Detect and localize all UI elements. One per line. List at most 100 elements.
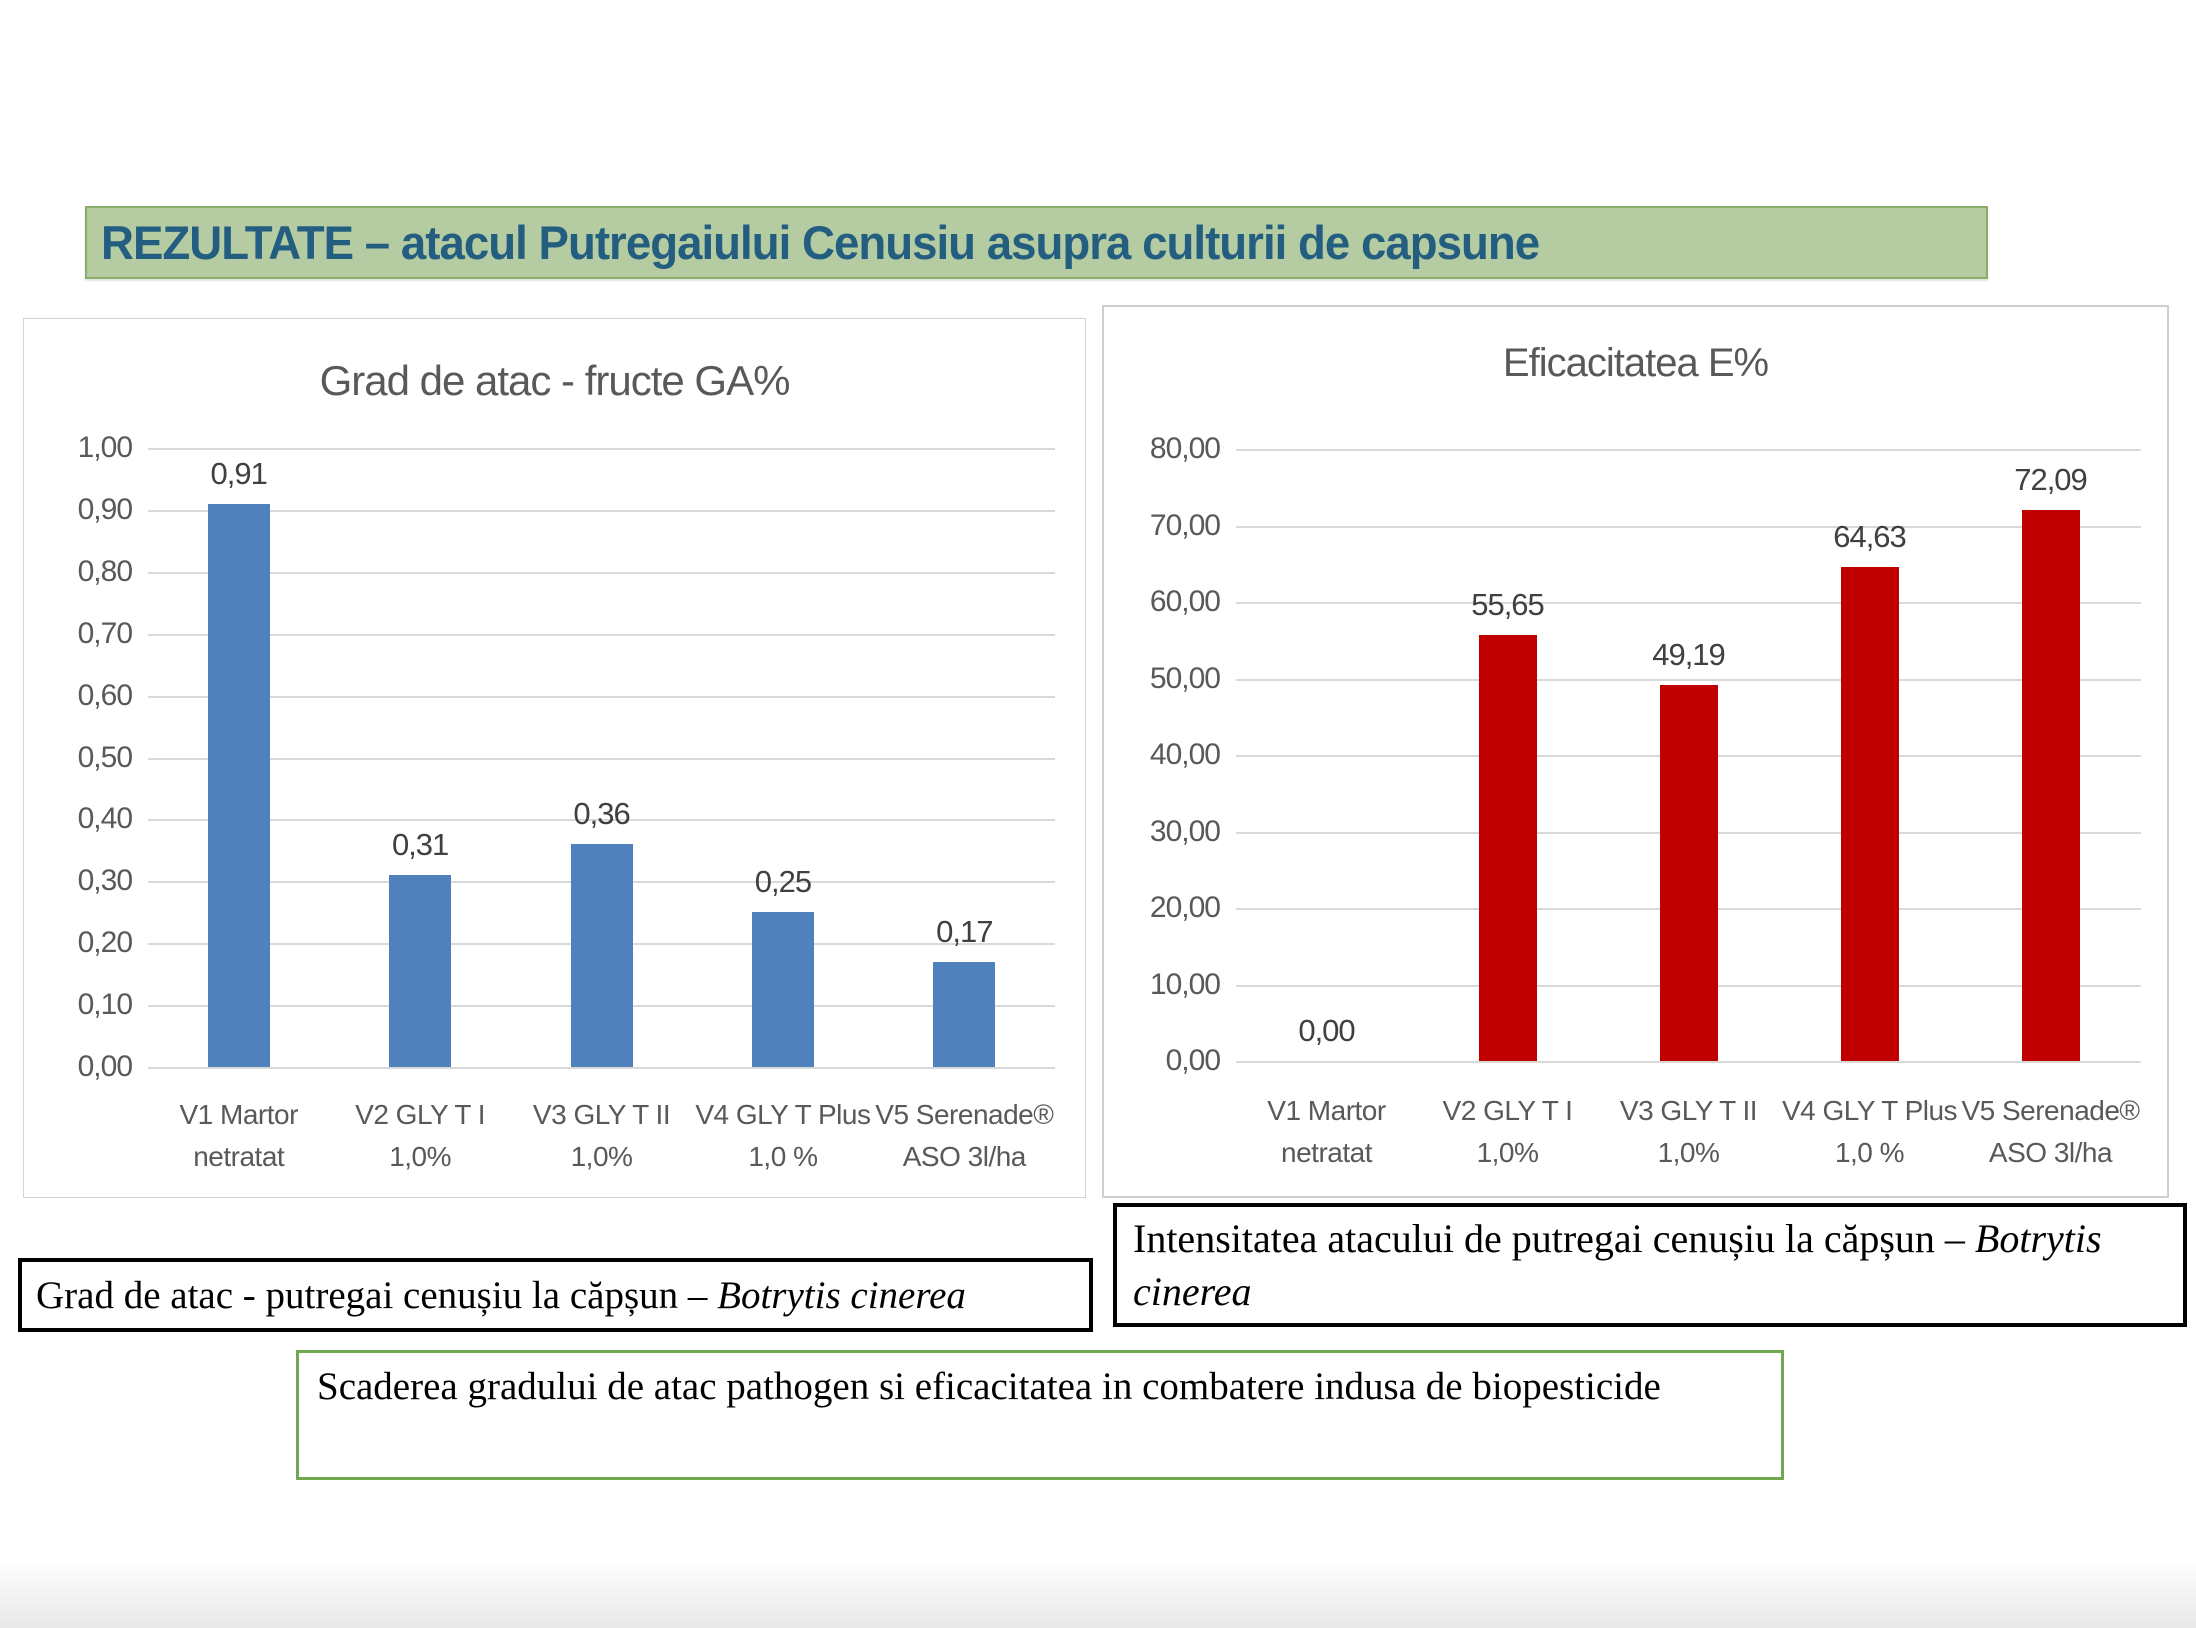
- bar-column: 72,09: [1960, 449, 2141, 1061]
- category-label: V3 GLY T II 1,0%: [511, 1094, 692, 1178]
- y-tick-label: 0,70: [77, 616, 133, 650]
- gridline: [148, 448, 1055, 450]
- bar-value-label: 0,31: [391, 827, 449, 863]
- caption-left-box: Grad de atac - putregai cenușiu la căpșu…: [18, 1258, 1093, 1332]
- category-label-line: netratat: [193, 1141, 285, 1172]
- bar-value-label: 49,19: [1652, 636, 1726, 672]
- y-tick-label: 0,30: [77, 864, 133, 898]
- bar-column: 0,17: [874, 448, 1055, 1067]
- category-label-line: 1,0 %: [748, 1141, 818, 1172]
- bar-value-label: 55,65: [1471, 587, 1545, 623]
- y-axis: 80,00 70,00 60,00 50,00 40,00 30,00 20,00 10,00…: [1118, 432, 1236, 1077]
- category-label-line: 1,0 %: [1834, 1137, 1905, 1168]
- y-tick-label: 0,00: [1165, 1044, 1221, 1077]
- bar-column: 64,63: [1779, 449, 1960, 1061]
- y-tick-label: 0,10: [77, 988, 133, 1022]
- caption-text-italic: Botrytis cinerea: [717, 1273, 966, 1317]
- category-label-line: V4 GLY T Plus: [695, 1099, 871, 1130]
- chart-eficacitatea: Eficacitatea E% 80,00 70,00 60,00 50,00 40,0…: [1102, 305, 2169, 1198]
- category-label-line: V3 GLY T II 1,0%: [1619, 1095, 1758, 1168]
- category-label-line: V2 GLY T I 1,0%: [355, 1099, 486, 1172]
- x-axis-labels: V1 Martor netratat V2 GLY T I 1,0% V3 GLY T…: [148, 1094, 1055, 1178]
- gridline: [1236, 678, 2141, 681]
- caption-right-box: Intensitatea atacului de putregai cenuși…: [1113, 1203, 2187, 1327]
- category-label-line: V1 Martor: [179, 1099, 298, 1130]
- bars-row: 0,00 55,65 49,19 64,63 72,09: [1236, 449, 2141, 1061]
- y-tick-label: 50,00: [1149, 661, 1221, 695]
- bar: [570, 844, 633, 1067]
- category-label: V1 Martor netratat: [148, 1094, 329, 1178]
- y-tick-label: 0,60: [77, 678, 133, 712]
- y-tick-label: 70,00: [1149, 508, 1221, 542]
- category-label: V3 GLY T II 1,0%: [1598, 1090, 1779, 1174]
- gridline: [148, 757, 1055, 760]
- y-axis: 1,00 0,90 0,80 0,70 0,60 0,50 0,40 0,30 0,20 0,10…: [40, 431, 148, 1083]
- gridline: [1236, 525, 2141, 528]
- bar-value-label: 72,09: [2014, 461, 2088, 497]
- y-tick-label: 10,00: [1149, 967, 1221, 1001]
- category-label-line: V5 Serenade®: [1961, 1095, 2140, 1126]
- caption-text: Intensitatea atacului de putregai cenuși…: [1133, 1216, 2102, 1314]
- caption-text-italic: Botrytis cinerea: [1133, 1216, 2102, 1314]
- bar-column: 0,00: [1236, 449, 1417, 1061]
- caption-green-box: Scaderea gradului de atac pathogen si ef…: [296, 1350, 1784, 1480]
- y-tick-label: 20,00: [1149, 891, 1221, 924]
- bar-value-label: 0,91: [210, 455, 268, 491]
- bar-column: 0,25: [692, 448, 873, 1067]
- bar-column: 49,19: [1598, 449, 1779, 1061]
- bar-column: 0,31: [329, 448, 510, 1067]
- chart-grad-de-atac: Grad de atac - fructe GA% 1,00 0,90 0,80 0,…: [23, 318, 1086, 1198]
- category-label: V2 GLY T I 1,0%: [329, 1094, 510, 1178]
- gridline: [148, 695, 1055, 698]
- gridline: [148, 571, 1055, 574]
- bar-value-label: 0,00: [1298, 1013, 1355, 1048]
- chart-title: Grad de atac - fructe GA%: [319, 357, 791, 404]
- bar-value-label: 0,25: [754, 864, 812, 900]
- category-label-line: V3 GLY T II 1,0%: [532, 1099, 671, 1172]
- slide-bottom-shadow: [0, 1558, 2196, 1628]
- bar: [751, 912, 814, 1067]
- bar: [389, 875, 452, 1067]
- y-tick-label: 60,00: [1149, 585, 1221, 618]
- chart-area: 1,00 0,90 0,80 0,70 0,60 0,50 0,40 0,30 0,20 0,10…: [40, 431, 1055, 1083]
- y-tick-label: 80,00: [1149, 432, 1221, 465]
- bar-value-label: 64,63: [1833, 518, 1907, 554]
- chart-area: 80,00 70,00 60,00 50,00 40,00 30,00 20,00 10,00…: [1118, 432, 2141, 1077]
- y-tick-label: 0,90: [77, 492, 133, 526]
- category-label-line: V2 GLY T I 1,0%: [1442, 1095, 1573, 1168]
- bar: [1840, 566, 1899, 1061]
- bar-column: 0,36: [511, 448, 692, 1067]
- bar: [1478, 635, 1537, 1061]
- y-tick-label: 0,50: [77, 740, 133, 774]
- bar: [933, 961, 996, 1067]
- gridline: [1236, 449, 2141, 451]
- y-tick-label: 0,20: [77, 926, 133, 960]
- caption-text: Grad de atac - putregai cenușiu la căpșu…: [36, 1273, 966, 1318]
- category-label-line: netratat: [1281, 1137, 1372, 1168]
- x-axis-labels: V1 Martor netratat V2 GLY T I 1,0% V3 GLY T…: [1236, 1090, 2141, 1174]
- plot-area: 0,91 0,31 0,36 0,25 0,17: [148, 448, 1055, 1069]
- title-banner: REZULTATE – atacul Putregaiului Cenusiu …: [85, 206, 1988, 279]
- y-tick-label: 30,00: [1149, 814, 1221, 848]
- category-label-line: V1 Martor: [1267, 1095, 1386, 1126]
- bar: [207, 503, 270, 1067]
- category-label: V5 Serenade® ASO 3l/ha: [1960, 1090, 2141, 1174]
- bar-value-label: 0,36: [573, 796, 630, 832]
- gridline: [148, 509, 1055, 512]
- category-label: V2 GLY T I 1,0%: [1417, 1090, 1598, 1174]
- category-label-line: ASO 3l/ha: [902, 1141, 1027, 1172]
- bar: [2021, 509, 2080, 1061]
- chart-title: Eficacitatea E%: [1502, 341, 1769, 385]
- gridline: [148, 1067, 1055, 1069]
- category-label: V4 GLY T Plus 1,0 %: [1779, 1090, 1960, 1174]
- bar-value-label: 0,17: [936, 913, 993, 949]
- y-tick-label: 40,00: [1149, 738, 1221, 771]
- category-label: V4 GLY T Plus 1,0 %: [692, 1094, 873, 1178]
- gridline: [148, 633, 1055, 636]
- y-tick-label: 0,00: [77, 1050, 133, 1083]
- gridline: [1236, 602, 2141, 604]
- caption-text-regular: Intensitatea atacului de putregai cenuși…: [1133, 1216, 1975, 1261]
- category-label-line: V5 Serenade®: [875, 1099, 1054, 1130]
- gridline: [148, 819, 1055, 822]
